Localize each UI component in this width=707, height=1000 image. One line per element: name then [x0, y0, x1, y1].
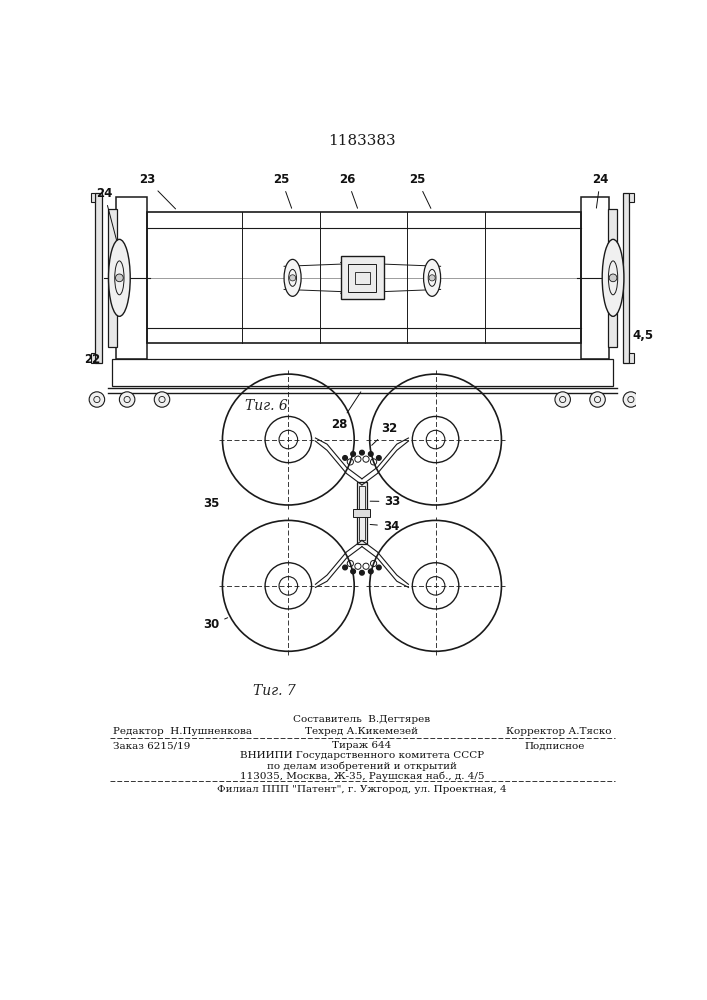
Text: Составитель  В.Дегтярев: Составитель В.Дегтярев: [293, 715, 431, 724]
Circle shape: [351, 452, 356, 456]
Ellipse shape: [423, 259, 440, 296]
Bar: [112, 359, 613, 386]
Circle shape: [343, 456, 347, 460]
Circle shape: [289, 275, 296, 281]
Text: Подписное: Подписное: [524, 741, 585, 750]
Text: Τиг. 6: Τиг. 6: [245, 399, 288, 413]
Circle shape: [360, 570, 364, 575]
Bar: [349, 264, 376, 292]
Bar: [629, 353, 634, 363]
Text: 26: 26: [339, 173, 358, 208]
Circle shape: [623, 392, 638, 407]
Circle shape: [115, 274, 123, 282]
Bar: [341, 256, 384, 299]
Bar: [580, 197, 609, 359]
Ellipse shape: [284, 259, 301, 296]
Circle shape: [119, 392, 135, 407]
Circle shape: [609, 274, 617, 282]
Text: 34: 34: [370, 520, 399, 533]
Text: 33: 33: [370, 495, 401, 508]
Circle shape: [377, 565, 381, 570]
Bar: [629, 193, 634, 202]
Text: 24: 24: [592, 173, 609, 208]
Text: Корректор А.Тяско: Корректор А.Тяско: [506, 727, 612, 736]
Text: 35: 35: [203, 497, 219, 510]
Bar: [359, 486, 365, 540]
Text: Тираж 644: Тираж 644: [332, 741, 392, 750]
Circle shape: [368, 452, 373, 456]
Bar: [355, 272, 370, 284]
Text: 25: 25: [273, 173, 292, 208]
Text: 1183383: 1183383: [328, 134, 396, 148]
Circle shape: [429, 275, 436, 281]
Text: Заказ 6215/19: Заказ 6215/19: [113, 741, 191, 750]
Text: ВНИИПИ Государственного комитета СССР: ВНИИПИ Государственного комитета СССР: [240, 751, 484, 760]
Bar: [623, 193, 629, 363]
Text: 22: 22: [85, 353, 101, 366]
Text: Филиал ППП "Патент", г. Ужгород, ул. Проектная, 4: Филиал ППП "Патент", г. Ужгород, ул. Про…: [217, 785, 507, 794]
Circle shape: [343, 565, 347, 570]
Bar: [115, 197, 146, 359]
Text: 4,5: 4,5: [633, 329, 653, 342]
Bar: [356, 482, 368, 544]
Text: 28: 28: [332, 392, 361, 431]
Text: 25: 25: [409, 173, 431, 208]
Circle shape: [154, 392, 170, 407]
Circle shape: [351, 569, 356, 574]
Text: 113035, Москва, Ж-35, Раушская наб., д. 4/5: 113035, Москва, Ж-35, Раушская наб., д. …: [240, 771, 484, 781]
Bar: [95, 193, 102, 363]
Text: Τиг. 7: Τиг. 7: [253, 684, 296, 698]
Circle shape: [368, 569, 373, 574]
Text: 30: 30: [203, 618, 228, 631]
Text: Редактор  Н.Пушненкова: Редактор Н.Пушненкова: [113, 727, 252, 736]
Text: по делам изобретений и открытий: по делам изобретений и открытий: [267, 761, 457, 771]
Circle shape: [590, 392, 605, 407]
Circle shape: [555, 392, 571, 407]
Ellipse shape: [602, 239, 624, 316]
Text: Техред А.Кикемезей: Техред А.Кикемезей: [305, 727, 419, 736]
Bar: [354, 509, 370, 517]
Bar: [146, 212, 580, 343]
Text: 24: 24: [96, 187, 119, 248]
Bar: [90, 193, 95, 202]
Circle shape: [89, 392, 105, 407]
Circle shape: [360, 450, 364, 455]
Ellipse shape: [109, 239, 130, 316]
Text: 32: 32: [372, 422, 397, 445]
Bar: [607, 209, 617, 347]
Text: 23: 23: [139, 173, 175, 209]
Bar: [90, 353, 95, 363]
Circle shape: [377, 456, 381, 460]
Bar: [107, 209, 117, 347]
